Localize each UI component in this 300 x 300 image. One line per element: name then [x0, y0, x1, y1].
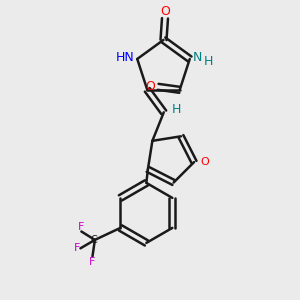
Text: HN: HN	[116, 51, 134, 64]
Text: O: O	[200, 157, 209, 167]
Text: H: H	[204, 55, 214, 68]
Text: F: F	[89, 257, 96, 267]
Text: F: F	[74, 243, 81, 253]
Text: F: F	[78, 222, 85, 232]
Text: N: N	[193, 51, 202, 64]
Text: O: O	[160, 5, 170, 18]
Text: O: O	[145, 80, 155, 93]
Text: C: C	[90, 236, 97, 245]
Text: H: H	[172, 103, 182, 116]
